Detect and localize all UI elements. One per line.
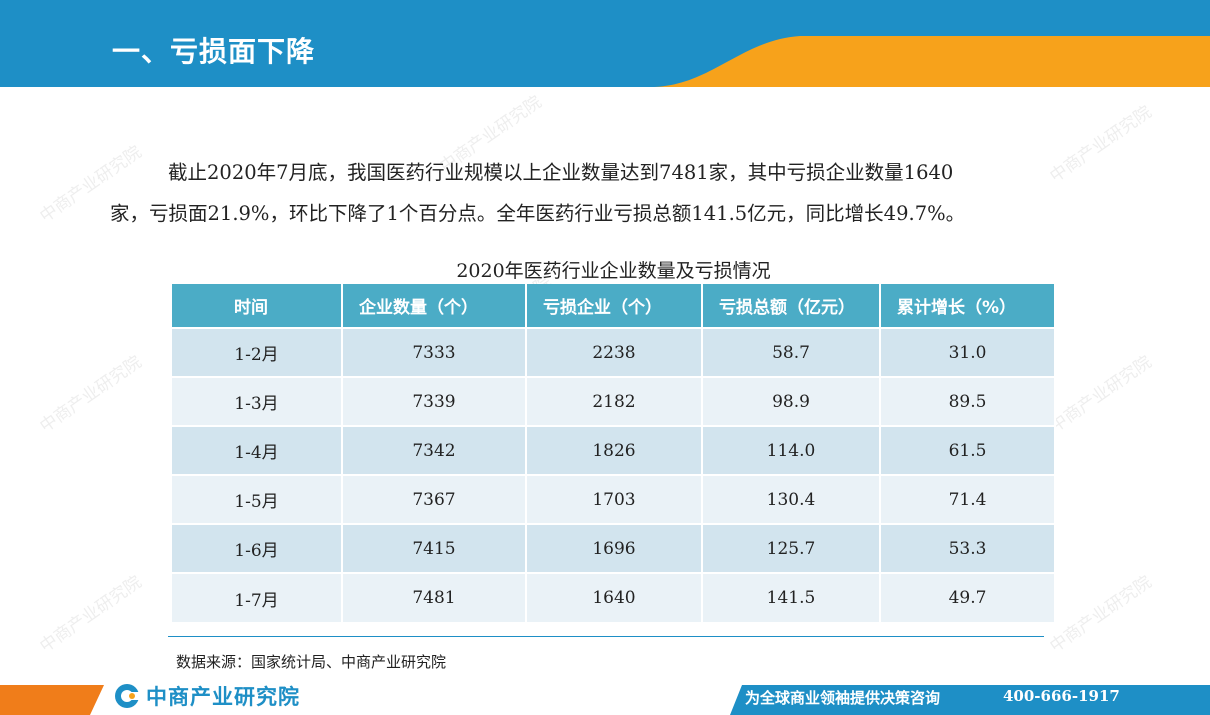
table-cell: 7339 <box>342 376 527 426</box>
header-cell-cumulative-growth: 累计增长（%） <box>880 284 1056 328</box>
header-cell-total-loss: 亏损总额（亿元） <box>702 284 881 328</box>
table-row: 1-6月 7415 1696 125.7 53.3 <box>172 523 1056 573</box>
data-table: 时间 企业数量（个） 亏损企业（个） 亏损总额（亿元） 累计增长（%） 1-2月… <box>172 284 1056 622</box>
footer-slogan: 为全球商业领袖提供决策咨询 <box>745 689 941 707</box>
table-row: 1-5月 7367 1703 130.4 71.4 <box>172 474 1056 524</box>
table-cell: 114.0 <box>702 425 881 475</box>
footer-logo: 中商产业研究院 <box>114 681 300 711</box>
table-cell: 1-4月 <box>172 425 343 475</box>
table-row: 1-4月 7342 1826 114.0 61.5 <box>172 425 1056 475</box>
table-cell: 1-6月 <box>172 523 343 573</box>
summary-line-1: 截止2020年7月底，我国医药行业规模以上企业数量达到7481家，其中亏损企业数… <box>168 161 954 184</box>
summary-paragraph: 截止2020年7月底，我国医药行业规模以上企业数量达到7481家，其中亏损企业数… <box>110 152 1110 234</box>
table-cell: 53.3 <box>880 523 1056 573</box>
header-cell-enterprise-count: 企业数量（个） <box>342 284 527 328</box>
footer-brand-name: 中商产业研究院 <box>146 685 300 709</box>
table-cell: 1-3月 <box>172 376 343 426</box>
table-cell: 1-5月 <box>172 474 343 524</box>
table-cell: 2238 <box>526 327 703 377</box>
table-cell: 1-2月 <box>172 327 343 377</box>
summary-line-2: 家，亏损面21.9%，环比下降了1个百分点。全年医药行业亏损总额141.5亿元，… <box>110 202 966 225</box>
table-cell: 7415 <box>342 523 527 573</box>
table-cell: 141.5 <box>702 572 881 622</box>
table-row: 1-3月 7339 2182 98.9 89.5 <box>172 376 1056 426</box>
table-header-row: 时间 企业数量（个） 亏损企业（个） 亏损总额（亿元） 累计增长（%） <box>172 284 1056 328</box>
table-cell: 7333 <box>342 327 527 377</box>
table-cell: 61.5 <box>880 425 1056 475</box>
table-row: 1-7月 7481 1640 141.5 49.7 <box>172 572 1056 622</box>
table-cell: 58.7 <box>702 327 881 377</box>
table-cell: 7481 <box>342 572 527 622</box>
table-cell: 1640 <box>526 572 703 622</box>
watermark: 中商产业研究院 <box>36 352 146 437</box>
page-title: 一、亏损面下降 <box>112 35 316 68</box>
table-cell: 89.5 <box>880 376 1056 426</box>
watermark: 中商产业研究院 <box>36 572 146 657</box>
table-cell: 7367 <box>342 474 527 524</box>
table-cell: 1703 <box>526 474 703 524</box>
data-source: 数据来源：国家统计局、中商产业研究院 <box>176 653 447 671</box>
footer-blue-bar <box>730 685 1210 715</box>
table-cell: 49.7 <box>880 572 1056 622</box>
source-divider <box>168 636 1044 637</box>
watermark: 中商产业研究院 <box>1046 352 1156 437</box>
header-bar: 一、亏损面下降 <box>0 0 1210 87</box>
footer-phone: 400-666-1917 <box>1003 687 1120 705</box>
table-cell: 7342 <box>342 425 527 475</box>
table-cell: 2182 <box>526 376 703 426</box>
table-cell: 1696 <box>526 523 703 573</box>
table-row: 1-2月 7333 2238 58.7 31.0 <box>172 327 1056 377</box>
table-cell: 31.0 <box>880 327 1056 377</box>
footer-orange-stripe <box>0 685 104 715</box>
table-cell: 125.7 <box>702 523 881 573</box>
table-cell: 1-7月 <box>172 572 343 622</box>
header-cell-loss-enterprises: 亏损企业（个） <box>526 284 703 328</box>
watermark: 中商产业研究院 <box>1046 572 1156 657</box>
table-cell: 130.4 <box>702 474 881 524</box>
table-cell: 1826 <box>526 425 703 475</box>
table-title: 2020年医药行业企业数量及亏损情况 <box>456 260 771 282</box>
header-cell-time: 时间 <box>172 284 343 328</box>
table-cell: 71.4 <box>880 474 1056 524</box>
table-cell: 98.9 <box>702 376 881 426</box>
header-orange-swoosh <box>650 36 1210 87</box>
logo-mark-icon <box>115 684 140 708</box>
